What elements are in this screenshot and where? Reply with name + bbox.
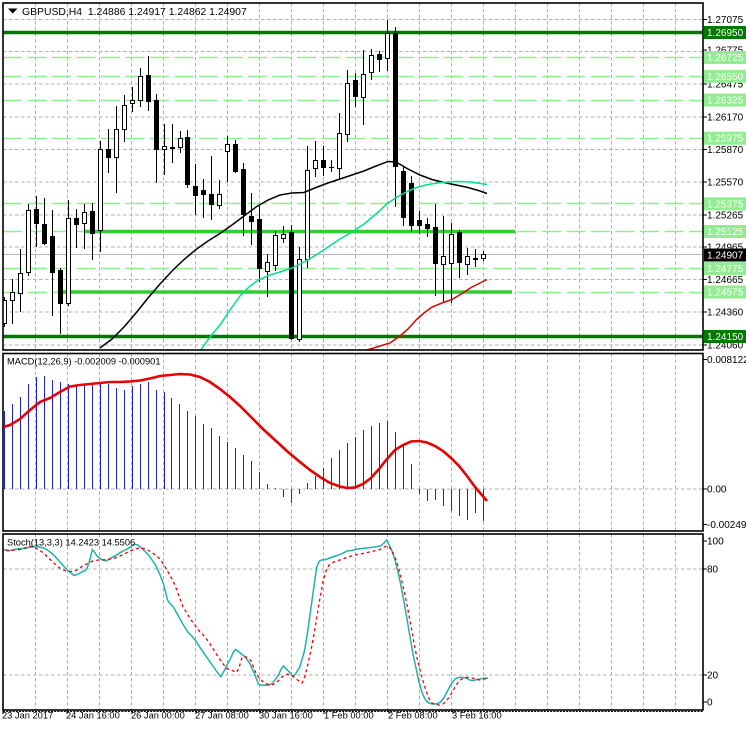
- svg-text:GBPUSD,H4 1.24886 1.24917 1.2: GBPUSD,H4 1.24886 1.24917 1.24862 1.2490…: [22, 7, 247, 18]
- svg-text:1.24060: 1.24060: [707, 341, 744, 352]
- svg-text:Stoch(13,3,3) 14.2423 14.5506: Stoch(13,3,3) 14.2423 14.5506: [7, 538, 135, 548]
- svg-text:1.26950: 1.26950: [707, 28, 744, 39]
- svg-text:1 Feb 00:00: 1 Feb 00:00: [324, 711, 374, 721]
- svg-text:1.24965: 1.24965: [707, 243, 744, 254]
- svg-text:1.24150: 1.24150: [707, 332, 744, 343]
- svg-text:1.26325: 1.26325: [707, 96, 744, 107]
- svg-text:MACD(12,26,9) -0.002009 -0.000: MACD(12,26,9) -0.002009 -0.000901: [7, 357, 161, 367]
- svg-text:23 Jan 2017: 23 Jan 2017: [2, 711, 53, 721]
- svg-text:30 Jan 16:00: 30 Jan 16:00: [259, 711, 313, 721]
- svg-text:3 Feb 16:00: 3 Feb 16:00: [452, 711, 502, 721]
- svg-text:1.25375: 1.25375: [707, 199, 744, 210]
- svg-text:-0.002492: -0.002492: [707, 520, 746, 531]
- svg-text:0.008122: 0.008122: [707, 355, 746, 366]
- svg-text:20: 20: [707, 671, 719, 682]
- svg-text:1.24907: 1.24907: [707, 251, 744, 262]
- svg-text:1.24360: 1.24360: [707, 308, 744, 319]
- svg-text:1.25975: 1.25975: [707, 134, 744, 145]
- svg-text:1.24665: 1.24665: [707, 275, 744, 286]
- svg-text:0.00: 0.00: [707, 485, 727, 496]
- svg-text:1.25265: 1.25265: [707, 211, 744, 222]
- svg-text:1.27075: 1.27075: [707, 15, 744, 26]
- svg-text:1.25125: 1.25125: [707, 227, 744, 238]
- svg-text:1.25870: 1.25870: [707, 145, 744, 156]
- svg-text:100: 100: [707, 537, 724, 548]
- svg-text:1.24575: 1.24575: [707, 288, 744, 299]
- svg-text:80: 80: [707, 565, 719, 576]
- svg-text:0: 0: [707, 698, 713, 709]
- svg-text:1.26550: 1.26550: [707, 72, 744, 83]
- svg-text:2 Feb 08:00: 2 Feb 08:00: [388, 711, 438, 721]
- svg-text:1.26725: 1.26725: [707, 53, 744, 64]
- svg-text:1.26475: 1.26475: [707, 80, 744, 91]
- svg-text:24 Jan 16:00: 24 Jan 16:00: [66, 711, 120, 721]
- svg-text:27 Jan 08:00: 27 Jan 08:00: [195, 711, 249, 721]
- svg-text:26 Jan 00:00: 26 Jan 00:00: [131, 711, 185, 721]
- svg-text:1.25570: 1.25570: [707, 178, 744, 189]
- svg-text:1.24775: 1.24775: [707, 264, 744, 275]
- svg-text:1.26170: 1.26170: [707, 113, 744, 124]
